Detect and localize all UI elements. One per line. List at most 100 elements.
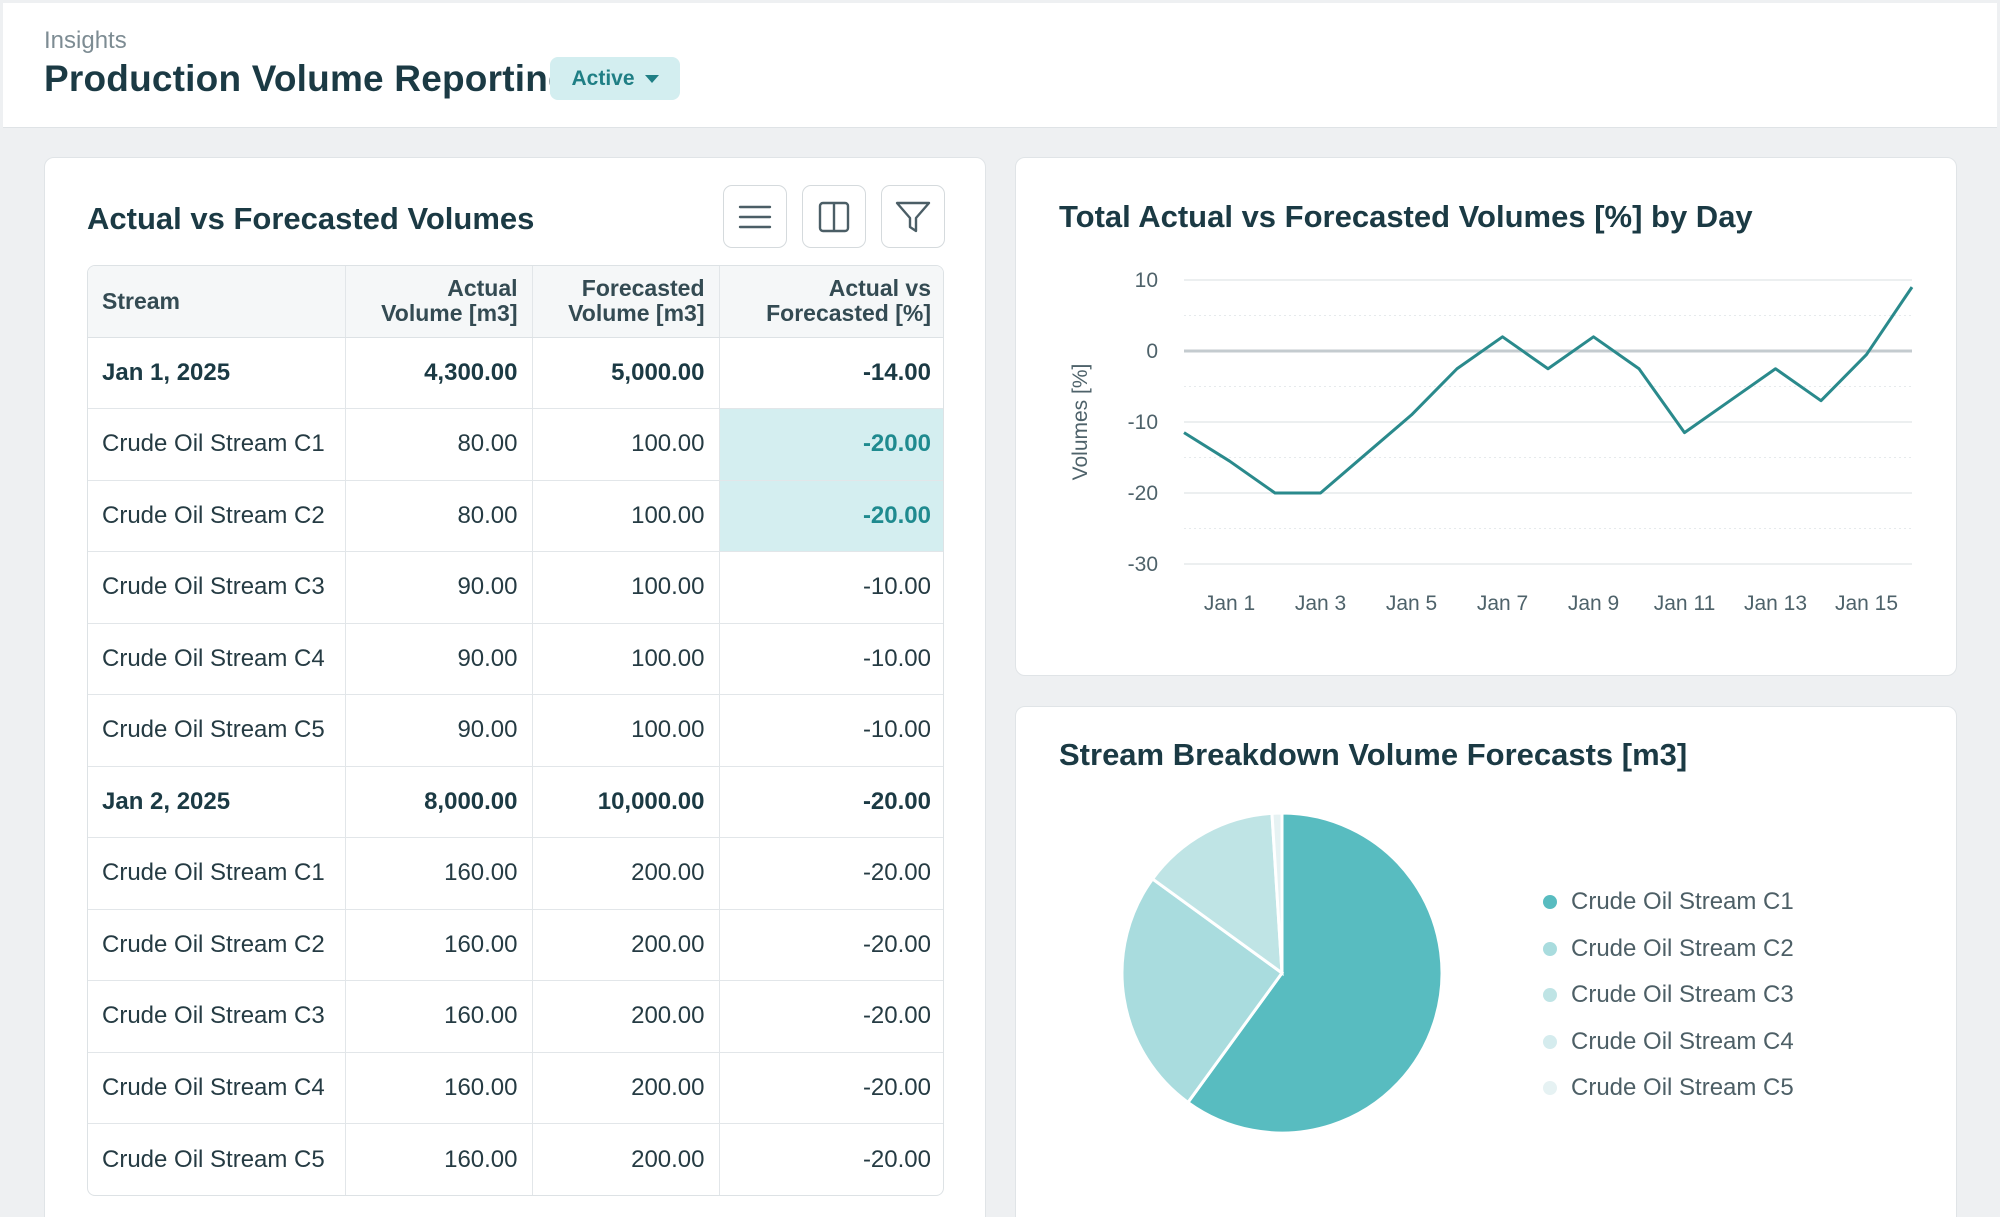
table-row[interactable]: Crude Oil Stream C3 160.00 200.00 -20.00 bbox=[88, 980, 943, 1052]
table-row[interactable]: Crude Oil Stream C2 80.00 100.00 -20.00 bbox=[88, 479, 943, 552]
stream-cell: Jan 2, 2025 bbox=[88, 765, 345, 838]
forecasted-volume-cell: 100.00 bbox=[531, 408, 719, 480]
menu-lines-icon bbox=[738, 205, 772, 228]
variance-cell: -14.00 bbox=[718, 337, 943, 409]
table-row[interactable]: Crude Oil Stream C5 90.00 100.00 -10.00 bbox=[88, 694, 943, 766]
x-tick-label: Jan 3 bbox=[1295, 592, 1346, 615]
legend-label: Crude Oil Stream C4 bbox=[1571, 1027, 1794, 1055]
forecasted-volume-cell: 10,000.00 bbox=[531, 765, 719, 838]
rows-menu-button[interactable] bbox=[723, 185, 787, 248]
forecasted-volume-cell: 100.00 bbox=[531, 622, 719, 695]
forecasted-volume-cell: 200.00 bbox=[531, 908, 719, 981]
stream-breakdown-card: Stream Breakdown Volume Forecasts [m3] C… bbox=[1015, 706, 1957, 1217]
line-chart-title: Total Actual vs Forecasted Volumes [%] b… bbox=[1059, 199, 1753, 234]
volumes-table: Stream Actual Volume [m3] Forecasted Vol… bbox=[87, 265, 944, 1196]
table-group-row[interactable]: Jan 2, 2025 8,000.00 10,000.00 -20.00 bbox=[88, 765, 943, 838]
pie-slice[interactable] bbox=[1270, 811, 1284, 974]
table-card-title: Actual vs Forecasted Volumes bbox=[87, 201, 535, 236]
y-tick-label: -30 bbox=[1128, 553, 1158, 576]
actual-volume-cell: 90.00 bbox=[344, 694, 532, 766]
legend-dot-icon bbox=[1543, 941, 1557, 956]
x-tick-label: Jan 7 bbox=[1477, 592, 1528, 615]
forecasted-volume-cell: 200.00 bbox=[531, 1051, 719, 1124]
status-dropdown[interactable]: Active bbox=[550, 57, 680, 100]
x-tick-label: Jan 1 bbox=[1204, 592, 1255, 615]
legend-item[interactable]: Crude Oil Stream C1 bbox=[1543, 879, 1794, 926]
column-header-stream[interactable]: Stream bbox=[88, 266, 345, 338]
forecasted-volume-cell: 100.00 bbox=[531, 551, 719, 623]
breadcrumb[interactable]: Insights bbox=[44, 27, 127, 54]
table-row[interactable]: Crude Oil Stream C1 160.00 200.00 -20.00 bbox=[88, 837, 943, 909]
actual-volume-cell: 160.00 bbox=[344, 1051, 532, 1124]
stream-cell: Crude Oil Stream C5 bbox=[88, 694, 345, 766]
forecasted-volume-cell: 100.00 bbox=[531, 694, 719, 766]
forecasted-volume-cell: 100.00 bbox=[531, 479, 719, 552]
pie-slice[interactable] bbox=[1120, 876, 1285, 1105]
legend-item[interactable]: Crude Oil Stream C3 bbox=[1543, 972, 1794, 1019]
actual-volume-cell: 90.00 bbox=[344, 551, 532, 623]
y-tick-label: 0 bbox=[1146, 340, 1158, 363]
legend-label: Crude Oil Stream C2 bbox=[1571, 934, 1794, 962]
column-header-forecasted-volume[interactable]: Forecasted Volume [m3] bbox=[531, 266, 719, 338]
x-tick-label: Jan 9 bbox=[1568, 592, 1619, 615]
y-tick-label: 10 bbox=[1135, 269, 1158, 292]
stream-cell: Crude Oil Stream C1 bbox=[88, 408, 345, 480]
variance-cell: -10.00 bbox=[718, 551, 943, 623]
table-row[interactable]: Crude Oil Stream C1 80.00 100.00 -20.00 bbox=[88, 408, 943, 480]
x-tick-label: Jan 13 bbox=[1744, 592, 1807, 615]
x-tick-label: Jan 11 bbox=[1654, 592, 1716, 615]
legend-dot-icon bbox=[1543, 895, 1557, 910]
pie-slice[interactable] bbox=[1185, 811, 1444, 1135]
pie-slice[interactable] bbox=[1150, 811, 1284, 977]
y-tick-label: -20 bbox=[1128, 482, 1158, 505]
legend-dot-icon bbox=[1543, 988, 1557, 1003]
table-row[interactable]: Crude Oil Stream C4 90.00 100.00 -10.00 bbox=[88, 622, 943, 695]
column-header-actual-volume[interactable]: Actual Volume [m3] bbox=[344, 266, 532, 338]
y-tick-label: -10 bbox=[1128, 411, 1158, 434]
y-axis-label: Volumes [%] bbox=[1069, 364, 1092, 481]
actual-volume-cell: 8,000.00 bbox=[344, 765, 532, 838]
page-header: Insights Production Volume Reporting Act… bbox=[3, 3, 1997, 128]
forecasted-volume-cell: 5,000.00 bbox=[531, 337, 719, 409]
stream-cell: Crude Oil Stream C3 bbox=[88, 980, 345, 1052]
x-tick-label: Jan 5 bbox=[1386, 592, 1437, 615]
table-group-row[interactable]: Jan 1, 2025 4,300.00 5,000.00 -14.00 bbox=[88, 337, 943, 409]
actual-volume-cell: 90.00 bbox=[344, 622, 532, 695]
actual-volume-cell: 80.00 bbox=[344, 479, 532, 552]
stream-cell: Crude Oil Stream C2 bbox=[88, 908, 345, 981]
actual-volume-cell: 4,300.00 bbox=[344, 337, 532, 409]
filter-button[interactable] bbox=[881, 185, 945, 248]
stream-cell: Crude Oil Stream C3 bbox=[88, 551, 345, 623]
table-row[interactable]: Crude Oil Stream C5 160.00 200.00 -20.00 bbox=[88, 1123, 943, 1195]
daily-variance-chart-card: Total Actual vs Forecasted Volumes [%] b… bbox=[1015, 157, 1957, 676]
forecasted-volume-cell: 200.00 bbox=[531, 980, 719, 1052]
actual-volume-cell: 160.00 bbox=[344, 908, 532, 981]
column-header-actual-vs-forecasted[interactable]: Actual vs Forecasted [%] bbox=[718, 266, 943, 338]
columns-button[interactable] bbox=[802, 185, 866, 248]
pie-chart-title: Stream Breakdown Volume Forecasts [m3] bbox=[1059, 737, 1688, 772]
variance-cell: -20.00 bbox=[718, 1123, 943, 1195]
legend-item[interactable]: Crude Oil Stream C5 bbox=[1543, 1065, 1794, 1112]
table-row[interactable]: Crude Oil Stream C4 160.00 200.00 -20.00 bbox=[88, 1051, 943, 1124]
legend-label: Crude Oil Stream C5 bbox=[1571, 1074, 1794, 1102]
variance-cell: -10.00 bbox=[718, 694, 943, 766]
table-header-row: Stream Actual Volume [m3] Forecasted Vol… bbox=[88, 266, 943, 338]
volumes-table-card: Actual vs Forecasted Volumes Stream Actu… bbox=[44, 157, 986, 1217]
legend-item[interactable]: Crude Oil Stream C2 bbox=[1543, 926, 1794, 973]
stream-cell: Jan 1, 2025 bbox=[102, 358, 231, 386]
legend-item[interactable]: Crude Oil Stream C4 bbox=[1543, 1019, 1794, 1066]
actual-volume-cell: 160.00 bbox=[344, 837, 532, 909]
table-row[interactable]: Crude Oil Stream C3 90.00 100.00 -10.00 bbox=[88, 551, 943, 623]
stream-cell: Crude Oil Stream C4 bbox=[88, 622, 345, 695]
table-row[interactable]: Crude Oil Stream C2 160.00 200.00 -20.00 bbox=[88, 908, 943, 981]
status-label: Active bbox=[571, 66, 635, 90]
variance-cell: -20.00 bbox=[718, 980, 943, 1052]
variance-cell: -20.00 bbox=[718, 908, 943, 981]
variance-cell: -20.00 bbox=[718, 408, 943, 480]
legend-label: Crude Oil Stream C1 bbox=[1571, 888, 1794, 916]
actual-volume-cell: 160.00 bbox=[344, 980, 532, 1052]
pie-chart bbox=[1120, 811, 1444, 1135]
stream-cell: Crude Oil Stream C2 bbox=[88, 479, 345, 552]
variance-cell: -20.00 bbox=[718, 837, 943, 909]
caret-down-icon bbox=[644, 74, 659, 83]
